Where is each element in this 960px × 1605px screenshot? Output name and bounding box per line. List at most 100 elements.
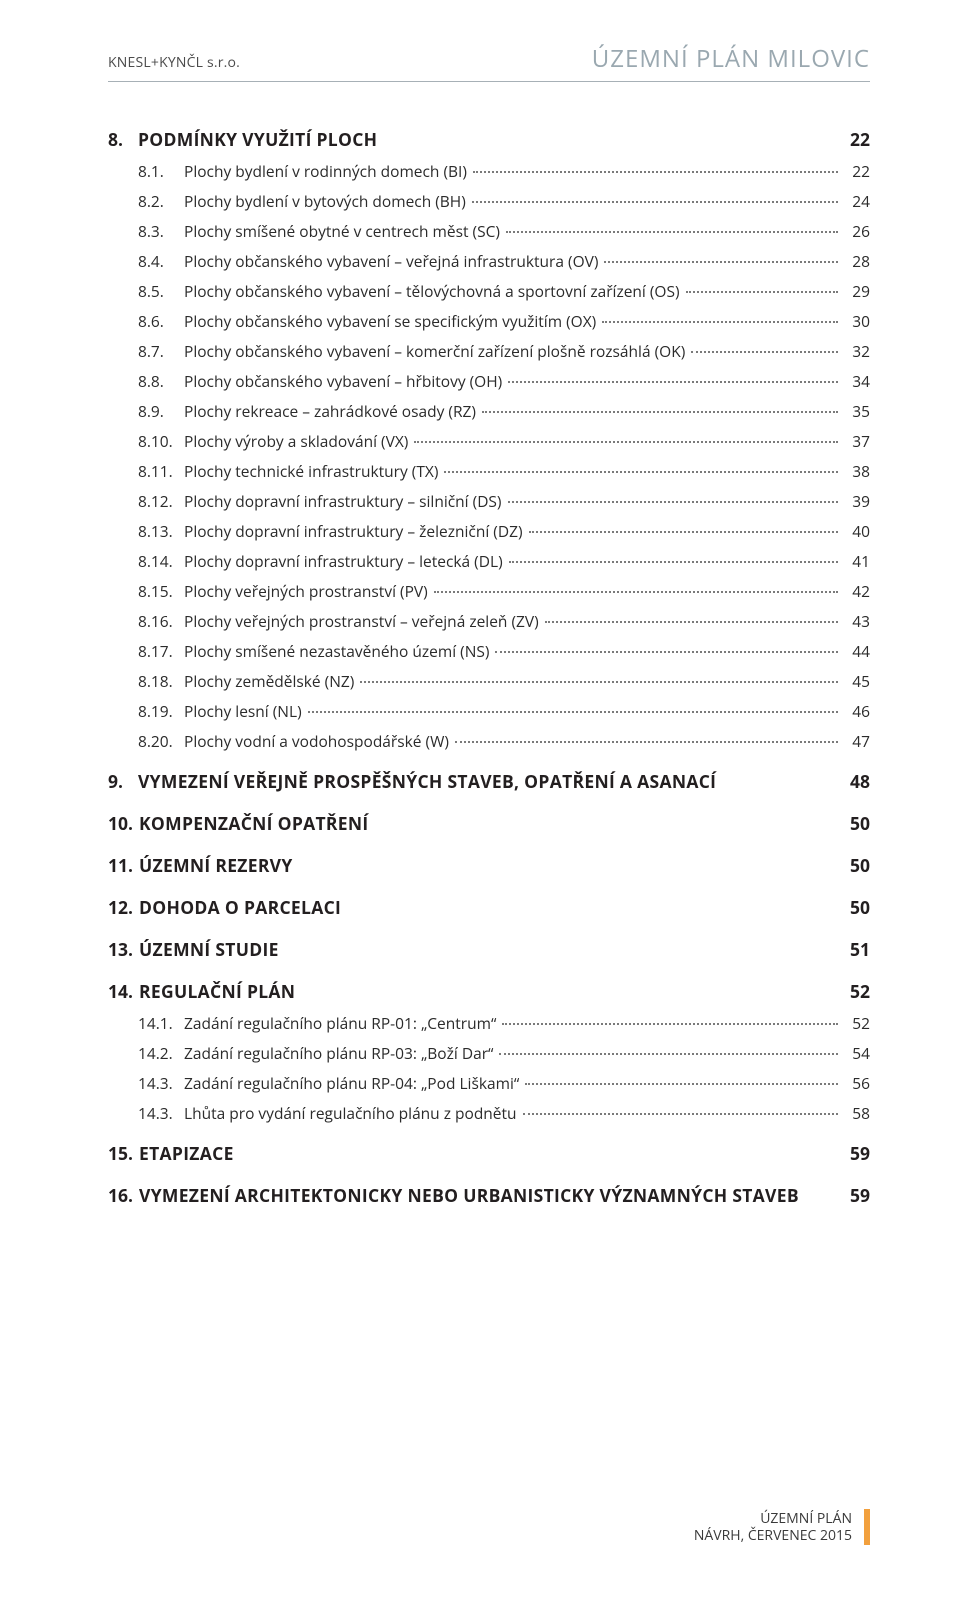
toc-row: 8.5.Plochy občanského vybavení – tělovýc… <box>108 280 870 302</box>
toc-row: 8.4.Plochy občanského vybavení – veřejná… <box>108 250 870 272</box>
toc-page-number: 37 <box>842 430 870 452</box>
toc-row: 8.3.Plochy smíšené obytné v centrech měs… <box>108 220 870 242</box>
toc-label: Plochy občanského vybavení – hřbitovy (O… <box>184 370 502 392</box>
toc-number: 11. <box>108 854 139 878</box>
toc-label: Plochy zemědělské (NZ) <box>184 670 354 692</box>
toc-page-number: 54 <box>842 1042 870 1064</box>
toc-number: 8.19. <box>138 700 184 722</box>
toc-label: Plochy smíšené obytné v centrech měst (S… <box>184 220 500 242</box>
toc-row: 8.9.Plochy rekreace – zahrádkové osady (… <box>108 400 870 422</box>
toc-label: VYMEZENÍ VEŘEJNĚ PROSPĚŠNÝCH STAVEB, OPA… <box>138 770 716 794</box>
toc-page-number: 22 <box>842 128 870 152</box>
toc-label: Zadání regulačního plánu RP-01: „Centrum… <box>184 1012 496 1034</box>
toc-page-number: 50 <box>842 896 870 920</box>
toc-row: 11.ÚZEMNÍ REZERVY 50 <box>108 854 870 878</box>
toc-page-number: 58 <box>842 1102 870 1124</box>
toc-label: Plochy občanského vybavení – veřejná inf… <box>184 250 598 272</box>
toc-page-number: 56 <box>842 1072 870 1094</box>
toc-page-number: 26 <box>842 220 870 242</box>
toc-page-number: 52 <box>842 1012 870 1034</box>
toc-number: 8.4. <box>138 250 184 272</box>
toc-number: 8.12. <box>138 490 184 512</box>
toc-label: Plochy vodní a vodohospodářské (W) <box>184 730 449 752</box>
toc-label: Zadání regulačního plánu RP-03: „Boží Da… <box>184 1042 493 1064</box>
toc-row: 8.6.Plochy občanského vybavení se specif… <box>108 310 870 332</box>
footer-accent-bar <box>864 1509 870 1545</box>
toc-row: 8.12.Plochy dopravní infrastruktury – si… <box>108 490 870 512</box>
toc-number: 8.18. <box>138 670 184 692</box>
toc-number: 14.1. <box>138 1012 184 1034</box>
toc-page-number: 45 <box>842 670 870 692</box>
toc-label: Plochy dopravní infrastruktury – letecká… <box>184 550 503 572</box>
toc-row: 8.8.Plochy občanského vybavení – hřbitov… <box>108 370 870 392</box>
toc-row: 16.VYMEZENÍ ARCHITEKTONICKY NEBO URBANIS… <box>108 1184 870 1208</box>
toc-label: Lhůta pro vydání regulačního plánu z pod… <box>184 1102 517 1124</box>
toc-row: 8.1.Plochy bydlení v rodinných domech (B… <box>108 160 870 182</box>
toc-page-number: 47 <box>842 730 870 752</box>
toc-number: 10. <box>108 812 139 836</box>
toc-number: 16. <box>108 1184 139 1208</box>
toc-number: 8.14. <box>138 550 184 572</box>
toc-page-number: 43 <box>842 610 870 632</box>
toc-number: 14. <box>108 980 139 1004</box>
toc-page-number: 24 <box>842 190 870 212</box>
footer-text: ÚZEMNÍ PLÁN NÁVRH, ČERVENEC 2015 <box>694 1510 852 1545</box>
toc-number: 14.3. <box>138 1072 184 1094</box>
toc-page-number: 41 <box>842 550 870 572</box>
toc-number: 8.13. <box>138 520 184 542</box>
toc-number: 8.3. <box>138 220 184 242</box>
toc-label: ÚZEMNÍ STUDIE <box>139 938 279 962</box>
toc-number: 12. <box>108 896 139 920</box>
toc-row: 8.18.Plochy zemědělské (NZ) 45 <box>108 670 870 692</box>
toc-row: 8.2.Plochy bydlení v bytových domech (BH… <box>108 190 870 212</box>
toc-number: 8.15. <box>138 580 184 602</box>
toc-label: Plochy občanského vybavení – tělovýchovn… <box>184 280 680 302</box>
toc-page-number: 22 <box>842 160 870 182</box>
toc-number: 14.3. <box>138 1102 184 1124</box>
toc-label: ÚZEMNÍ REZERVY <box>139 854 293 878</box>
toc-number: 15. <box>108 1142 139 1166</box>
toc-row: 10.KOMPENZAČNÍ OPATŘENÍ50 <box>108 812 870 836</box>
toc-row: 8.14.Plochy dopravní infrastruktury – le… <box>108 550 870 572</box>
toc-label: Plochy veřejných prostranství – veřejná … <box>184 610 539 632</box>
toc-label: Plochy rekreace – zahrádkové osady (RZ) <box>184 400 476 422</box>
toc-label: Plochy občanského vybavení se specifický… <box>184 310 596 332</box>
toc-row: 12.DOHODA O PARCELACI50 <box>108 896 870 920</box>
toc-page-number: 28 <box>842 250 870 272</box>
toc-number: 8.10. <box>138 430 184 452</box>
toc-number: 8.6. <box>138 310 184 332</box>
toc-label: VYMEZENÍ ARCHITEKTONICKY NEBO URBANISTIC… <box>139 1184 799 1208</box>
toc-number: 9. <box>108 770 138 794</box>
toc-page-number: 50 <box>842 854 870 878</box>
toc-row: 8.17.Plochy smíšené nezastavěného území … <box>108 640 870 662</box>
toc-number: 14.2. <box>138 1042 184 1064</box>
toc-label: Plochy občanského vybavení – komerční za… <box>184 340 685 362</box>
header-right: ÚZEMNÍ PLÁN MILOVIC <box>592 42 870 75</box>
toc-number: 8.5. <box>138 280 184 302</box>
toc-page-number: 52 <box>842 980 870 1004</box>
toc-row: 14.1.Zadání regulačního plánu RP-01: „Ce… <box>108 1012 870 1034</box>
page-footer: ÚZEMNÍ PLÁN NÁVRH, ČERVENEC 2015 <box>694 1509 870 1545</box>
toc-row: 8.16.Plochy veřejných prostranství – veř… <box>108 610 870 632</box>
toc-number: 8. <box>108 128 138 152</box>
toc-page-number: 42 <box>842 580 870 602</box>
toc-label: Plochy bydlení v bytových domech (BH) <box>184 190 466 212</box>
toc-page-number: 59 <box>842 1142 870 1166</box>
toc-label: Plochy technické infrastruktury (TX) <box>184 460 438 482</box>
toc-row: 8.13.Plochy dopravní infrastruktury – že… <box>108 520 870 542</box>
toc-number: 8.9. <box>138 400 184 422</box>
page-header: KNESL+KYNČL s.r.o. ÚZEMNÍ PLÁN MILOVIC <box>108 42 870 82</box>
toc-page-number: 29 <box>842 280 870 302</box>
toc-row: 8.19.Plochy lesní (NL)46 <box>108 700 870 722</box>
toc-page-number: 34 <box>842 370 870 392</box>
toc-label: Plochy lesní (NL) <box>184 700 302 722</box>
toc-page-number: 35 <box>842 400 870 422</box>
toc-page-number: 30 <box>842 310 870 332</box>
toc-label: ETAPIZACE <box>139 1142 234 1166</box>
toc-page-number: 40 <box>842 520 870 542</box>
toc-number: 8.17. <box>138 640 184 662</box>
toc-row: 13.ÚZEMNÍ STUDIE51 <box>108 938 870 962</box>
toc-row: 15.ETAPIZACE 59 <box>108 1142 870 1166</box>
toc-label: Plochy výroby a skladování (VX) <box>184 430 408 452</box>
toc-number: 8.1. <box>138 160 184 182</box>
